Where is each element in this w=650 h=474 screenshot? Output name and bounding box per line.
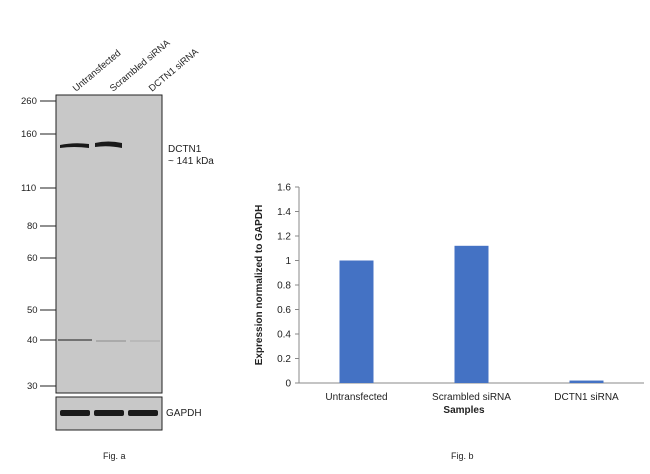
target-label: DCTN1 bbox=[168, 144, 202, 155]
svg-text:30: 30 bbox=[27, 381, 38, 392]
figure-b-caption: Fig. b bbox=[451, 451, 474, 461]
mw-marker-60: 60 bbox=[27, 253, 56, 264]
mw-marker-160: 160 bbox=[21, 129, 56, 140]
y-tick-label: 1.4 bbox=[277, 207, 291, 218]
x-tick-label: DCTN1 siRNA bbox=[554, 392, 619, 403]
svg-text:50: 50 bbox=[27, 305, 38, 316]
loading-control-label: GAPDH bbox=[166, 408, 202, 419]
bar-untransfected bbox=[339, 260, 374, 383]
mw-marker-40: 40 bbox=[27, 335, 56, 346]
y-tick-label: 0.2 bbox=[277, 354, 291, 365]
y-tick-label: 0 bbox=[285, 379, 291, 390]
gapdh-band-untransfected bbox=[60, 410, 90, 416]
mw-marker-260: 260 bbox=[21, 96, 56, 107]
dctn1-band-untransfected bbox=[60, 143, 89, 148]
gapdh-band-scrambled-sirna bbox=[94, 410, 124, 416]
western-blot-panel: Untransfected Scrambled siRNA DCTN1 siRN… bbox=[21, 37, 214, 461]
mw-marker-30: 30 bbox=[27, 381, 56, 392]
x-tick-label: Scrambled siRNA bbox=[432, 392, 511, 403]
y-tick-label: 1 bbox=[285, 256, 291, 267]
svg-text:260: 260 bbox=[21, 96, 37, 107]
y-tick-label: 1.2 bbox=[277, 232, 291, 243]
blot-membrane bbox=[55, 94, 163, 394]
mw-marker-110: 110 bbox=[21, 183, 56, 194]
dctn1-band-scrambled-sirna bbox=[95, 141, 122, 148]
svg-text:110: 110 bbox=[21, 183, 36, 194]
figure-a-caption: Fig. a bbox=[103, 451, 126, 461]
svg-text:60: 60 bbox=[27, 253, 38, 264]
y-tick-label: 0.8 bbox=[277, 281, 291, 292]
bar-scrambled-sirna bbox=[454, 245, 489, 383]
y-tick-label: 0.4 bbox=[277, 330, 291, 341]
svg-text:160: 160 bbox=[21, 129, 37, 140]
gapdh-band-dctn1-sirna bbox=[128, 410, 158, 416]
mw-marker-scale: 260 160 110 80 60 50 bbox=[21, 96, 56, 392]
svg-text:80: 80 bbox=[27, 221, 38, 232]
mw-marker-80: 80 bbox=[27, 221, 56, 232]
bar-dctn1-sirna bbox=[569, 380, 604, 383]
mw-marker-50: 50 bbox=[27, 305, 56, 316]
y-tick-label: 1.6 bbox=[277, 183, 291, 194]
y-axis-label: Expression normalized to GAPDH bbox=[254, 205, 265, 366]
x-tick-label: Untransfected bbox=[325, 392, 387, 403]
x-axis-label: Samples bbox=[443, 405, 485, 416]
y-tick-label: 0.6 bbox=[277, 305, 291, 316]
svg-text:40: 40 bbox=[27, 335, 38, 346]
target-size-label: ~ 141 kDa bbox=[168, 156, 214, 167]
bar-chart: Expression normalized to GAPDH Samples F… bbox=[254, 183, 644, 461]
